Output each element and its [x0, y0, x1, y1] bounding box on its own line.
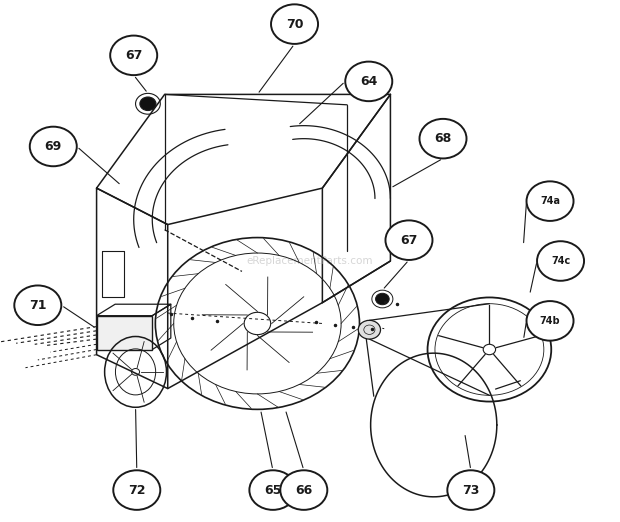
Circle shape: [537, 241, 584, 281]
Text: 67: 67: [401, 234, 418, 247]
Text: 72: 72: [128, 483, 146, 496]
Circle shape: [280, 470, 327, 510]
Circle shape: [376, 293, 389, 305]
Text: 67: 67: [125, 49, 143, 62]
Text: 66: 66: [295, 483, 312, 496]
Circle shape: [526, 301, 574, 341]
Circle shape: [271, 4, 318, 44]
Circle shape: [14, 286, 61, 325]
Text: eReplacementParts.com: eReplacementParts.com: [247, 256, 373, 266]
Text: 64: 64: [360, 75, 378, 88]
Circle shape: [386, 220, 433, 260]
Circle shape: [345, 62, 392, 101]
Text: 74b: 74b: [539, 316, 560, 326]
Circle shape: [249, 470, 296, 510]
FancyBboxPatch shape: [97, 316, 153, 350]
Circle shape: [110, 35, 157, 75]
Circle shape: [420, 119, 466, 159]
Circle shape: [140, 97, 156, 111]
Text: 74a: 74a: [540, 196, 560, 206]
Circle shape: [358, 321, 381, 339]
Text: 65: 65: [264, 483, 281, 496]
Text: 71: 71: [29, 299, 46, 312]
Text: 74c: 74c: [551, 256, 570, 266]
Circle shape: [448, 470, 494, 510]
Circle shape: [113, 470, 161, 510]
Circle shape: [526, 181, 574, 221]
Text: 69: 69: [45, 140, 62, 153]
Text: 68: 68: [435, 132, 451, 145]
Circle shape: [30, 127, 77, 166]
Text: 73: 73: [462, 483, 479, 496]
Text: 70: 70: [286, 18, 303, 31]
